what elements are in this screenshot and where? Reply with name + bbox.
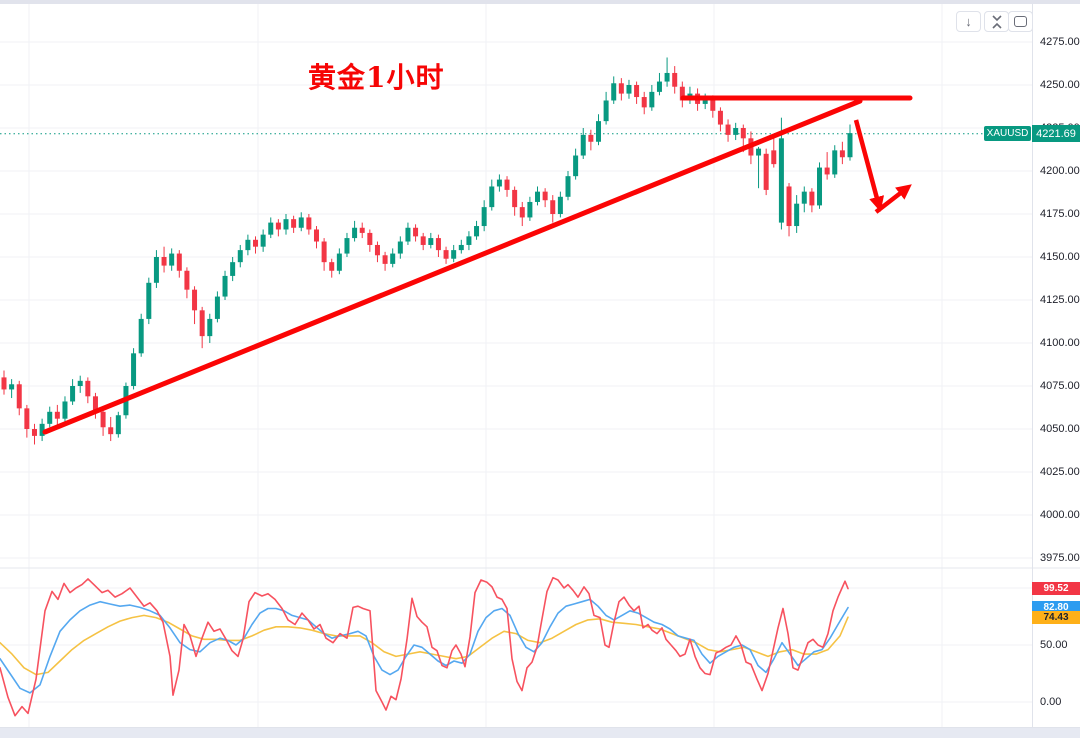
last-price-badge: 4221.69 bbox=[1032, 125, 1080, 142]
screenshot-button[interactable] bbox=[1008, 11, 1033, 32]
kdj-j-line bbox=[0, 576, 849, 717]
ascending-trendline[interactable] bbox=[42, 98, 863, 435]
price-tick-label: 4150.00 bbox=[1040, 251, 1080, 263]
price-tick-label: 4025.00 bbox=[1040, 466, 1080, 478]
price-tick-label: 4050.00 bbox=[1040, 423, 1080, 435]
chart-title-annotation: 黄金1小时 bbox=[308, 61, 445, 94]
collapse-icon bbox=[991, 14, 1002, 29]
price-tick-label: 4275.00 bbox=[1040, 36, 1080, 48]
frame-icon bbox=[1014, 16, 1027, 27]
price-tick-label: 4100.00 bbox=[1040, 337, 1080, 349]
price-tick-label: 4175.00 bbox=[1040, 208, 1080, 220]
price-tick-label: 4200.00 bbox=[1040, 165, 1080, 177]
price-tick-label: 4250.00 bbox=[1040, 79, 1080, 91]
top-edge-strip bbox=[0, 0, 1080, 4]
price-tick-label: 4075.00 bbox=[1040, 380, 1080, 392]
price-tick-label: 3975.00 bbox=[1040, 552, 1080, 564]
download-button[interactable]: ↓ bbox=[956, 11, 981, 32]
forecast-arrow-down[interactable] bbox=[853, 119, 885, 212]
forecast-arrow-up[interactable] bbox=[874, 184, 912, 214]
kdj-d-value-badge: 74.43 bbox=[1032, 610, 1080, 624]
indicator-tick-label: 50.00 bbox=[1040, 639, 1068, 651]
indicator-tick-label: 0.00 bbox=[1040, 696, 1062, 708]
price-tick-label: 4000.00 bbox=[1040, 509, 1080, 521]
down-arrow-icon: ↓ bbox=[965, 14, 972, 29]
kdj-k-line bbox=[0, 598, 849, 694]
kdj-d-line bbox=[0, 614, 849, 676]
time-axis[interactable] bbox=[0, 728, 1080, 738]
price-axis[interactable] bbox=[1032, 4, 1080, 728]
candlestick-series bbox=[1, 57, 853, 445]
kdj-j-value-badge: 99.52 bbox=[1032, 582, 1080, 596]
price-tick-label: 4125.00 bbox=[1040, 294, 1080, 306]
collapse-button[interactable] bbox=[984, 11, 1009, 32]
symbol-price-line-label: XAUUSD bbox=[984, 126, 1031, 141]
